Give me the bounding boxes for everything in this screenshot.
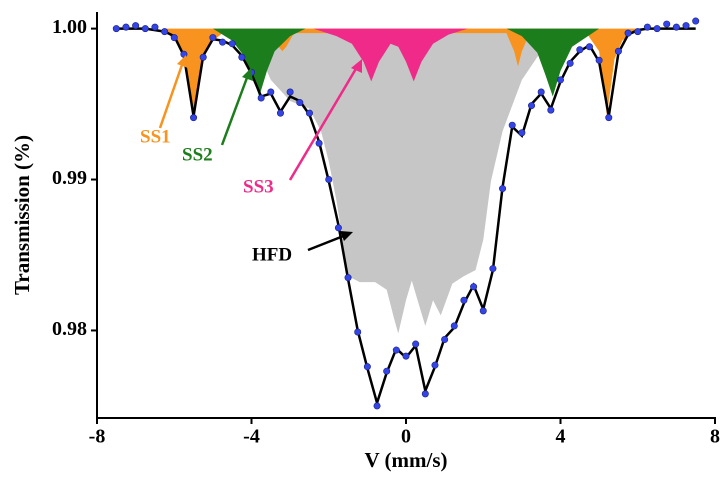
arrow xyxy=(288,66,359,181)
data-point xyxy=(508,121,516,129)
component-area xyxy=(212,28,600,97)
plot-area xyxy=(112,17,700,410)
data-point xyxy=(305,109,313,117)
data-point xyxy=(672,23,680,31)
data-point xyxy=(151,23,159,31)
data-point xyxy=(450,322,458,330)
annotations: SS1 SS2 SS3 HFD xyxy=(140,55,362,265)
data-point xyxy=(238,53,246,61)
data-point xyxy=(363,363,371,371)
data-point xyxy=(595,56,603,64)
data-point xyxy=(479,307,487,315)
data-point xyxy=(122,23,130,31)
data-point xyxy=(663,20,671,28)
data-point xyxy=(315,139,323,147)
data-point xyxy=(460,296,468,304)
data-point xyxy=(489,265,497,273)
data-point xyxy=(199,53,207,61)
x-tick-label: -4 xyxy=(243,426,260,448)
data-point xyxy=(682,22,690,30)
data-point xyxy=(634,28,642,36)
data-point xyxy=(257,94,265,102)
data-point xyxy=(141,25,149,33)
y-tick-label: 1.00 xyxy=(52,16,87,38)
data-point xyxy=(334,224,342,232)
component-area xyxy=(313,28,468,82)
data-point xyxy=(402,352,410,360)
x-axis-label: V (mm/s) xyxy=(364,448,447,472)
data-point xyxy=(692,17,700,25)
data-point xyxy=(643,23,651,31)
annotation: HFD xyxy=(252,244,292,265)
x-tick-label: -8 xyxy=(89,426,106,448)
data-point xyxy=(547,106,555,114)
data-point xyxy=(112,25,120,33)
data-point xyxy=(170,34,178,42)
x-tick-label: 8 xyxy=(710,426,720,448)
data-point xyxy=(528,102,536,110)
data-point xyxy=(392,346,400,354)
arrow xyxy=(220,74,250,146)
arrow xyxy=(307,233,347,252)
x-tick-label: 4 xyxy=(556,426,566,448)
data-point xyxy=(518,129,526,137)
component-area xyxy=(116,28,696,334)
data-point xyxy=(383,367,391,375)
data-point xyxy=(190,114,198,122)
arrow xyxy=(158,61,185,129)
data-point xyxy=(537,88,545,96)
arrow-head xyxy=(351,59,362,73)
data-point xyxy=(276,109,284,117)
data-point xyxy=(325,176,333,184)
data-point xyxy=(556,76,564,84)
data-point xyxy=(373,402,381,410)
data-point xyxy=(624,29,632,37)
data-point xyxy=(470,283,478,291)
arrow-head xyxy=(340,231,353,241)
data-point xyxy=(296,99,304,107)
data-point xyxy=(132,22,140,30)
data-point xyxy=(228,40,236,48)
data-point xyxy=(614,47,622,55)
data-point xyxy=(209,34,217,42)
arrow-head xyxy=(242,68,253,81)
data-point xyxy=(161,28,169,36)
data-point xyxy=(585,43,593,51)
y-tick-label: 0.99 xyxy=(52,167,87,189)
component-area xyxy=(162,28,638,117)
data-point xyxy=(421,390,429,398)
data-point xyxy=(605,114,613,122)
data-point xyxy=(499,185,507,193)
data-point xyxy=(344,274,352,282)
y-tick-label: 0.98 xyxy=(52,318,87,340)
y-axis-label: Transmission (%) xyxy=(10,135,34,295)
data-point xyxy=(566,59,574,67)
data-point xyxy=(441,336,449,344)
data-point xyxy=(267,88,275,96)
data-point xyxy=(412,340,420,348)
arrow-head xyxy=(177,55,188,68)
annotation: SS1 xyxy=(140,126,171,147)
x-tick-label: 0 xyxy=(401,426,411,448)
annotation: SS3 xyxy=(243,176,274,197)
data-point xyxy=(354,328,362,336)
data-point xyxy=(653,25,661,33)
data-point xyxy=(219,38,227,46)
data-point xyxy=(431,361,439,369)
data-point xyxy=(576,46,584,54)
annotation: SS2 xyxy=(182,144,213,165)
data-point xyxy=(286,88,294,96)
